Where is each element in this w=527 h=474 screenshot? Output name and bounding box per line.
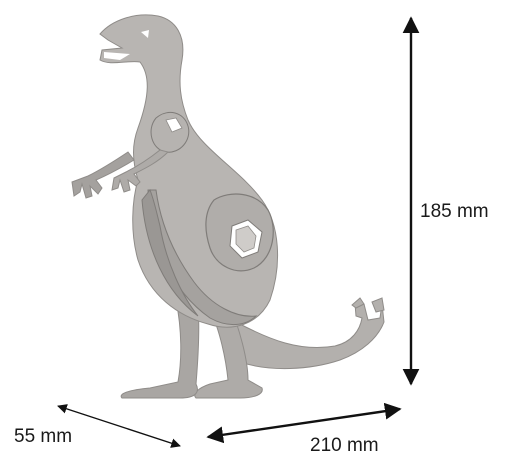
width-dimension	[206, 402, 402, 444]
dinosaur-shoulder-disc	[150, 111, 190, 153]
dinosaur-eye	[141, 30, 149, 38]
height-label: 185 mm	[420, 201, 489, 222]
width-arrow	[206, 402, 402, 444]
depth-arrow	[57, 404, 181, 448]
width-label: 210 mm	[310, 435, 379, 456]
dinosaur-tail	[235, 303, 385, 370]
depth-dimension	[57, 404, 181, 448]
dinosaur-cardboard-model	[71, 14, 385, 399]
depth-label: 55 mm	[14, 426, 73, 447]
dinosaur-arm-far	[71, 151, 135, 199]
dinosaur-rear-leg	[194, 299, 263, 399]
dinosaur-arm-near	[111, 149, 169, 193]
dinosaur-front-leg	[120, 299, 200, 399]
